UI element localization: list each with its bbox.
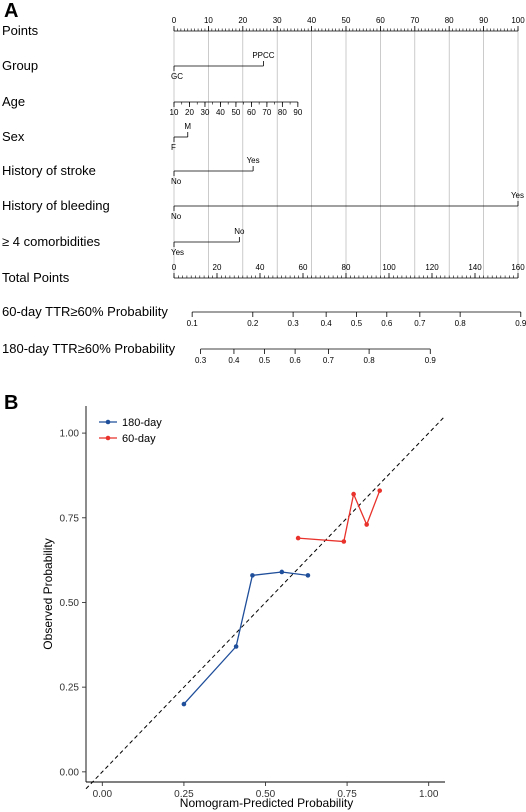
total-points-tick-label: 80 [342, 263, 351, 272]
data-point-180-day [181, 701, 187, 707]
sex-level-label: F [171, 143, 176, 152]
age-tick-label: 50 [231, 108, 240, 117]
y-tick-label: 0.75 [60, 513, 80, 524]
series-line-60-day [298, 490, 381, 543]
total-points-tick-label: 100 [382, 263, 396, 272]
points-tick-label: 20 [238, 16, 247, 25]
data-point-60-day [351, 491, 356, 497]
points-tick-label: 90 [479, 16, 488, 25]
180-day-ttr-60-probability-tick-label: 0.6 [290, 356, 302, 365]
data-point-180-day [305, 573, 311, 578]
y-tick-label: 0.50 [60, 598, 80, 609]
180-day-ttr-60-probability-tick-label: 0.8 [364, 356, 376, 365]
points-tick-label: 60 [376, 16, 385, 25]
points-tick-label: 0 [172, 16, 177, 25]
4-comorbidities-level-label: No [234, 227, 245, 236]
x-tick-label: 0.75 [337, 789, 357, 800]
data-point-60-day [341, 539, 347, 544]
row-label-age: Age [2, 94, 25, 109]
age-tick-label: 80 [278, 108, 287, 117]
180-day-ttr-60-probability-tick-label: 0.4 [228, 356, 240, 365]
age-tick-label: 20 [185, 108, 194, 117]
60-day-ttr-60-probability-tick-label: 0.7 [414, 319, 426, 328]
history-of-stroke-level-label: No [171, 177, 182, 186]
total-points-tick-label: 40 [256, 263, 265, 272]
legend-key-point-180-day [105, 419, 111, 425]
row-label-total-points: Total Points [2, 270, 70, 285]
row-label-points: Points [2, 23, 39, 38]
x-tick-label: 0.50 [256, 789, 276, 800]
points-tick-label: 80 [445, 16, 454, 25]
points-tick-label: 70 [410, 16, 419, 25]
x-tick-label: 0.00 [93, 789, 113, 800]
x-tick-label: 0.25 [174, 789, 194, 800]
row-label-group: Group [2, 58, 38, 73]
calibration-plot: 0.00 0.25 0.50 0.75 1.00 0.00 0.25 0.50 0.75 1.00… [41, 406, 445, 810]
points-tick-label: 50 [342, 16, 351, 25]
points-tick-label: 30 [273, 16, 282, 25]
total-points-tick-label: 160 [511, 263, 525, 272]
60-day-ttr-60-probability-tick-label: 0.2 [247, 319, 259, 328]
180-day-ttr-60-probability-tick-label: 0.3 [195, 356, 207, 365]
points-tick-label: 100 [511, 16, 525, 25]
age-tick-label: 10 [170, 108, 179, 117]
sex-level-label: M [184, 122, 191, 131]
row-label-sex: Sex [2, 129, 25, 144]
60-day-ttr-60-probability-tick-label: 0.3 [288, 319, 300, 328]
total-points-tick-label: 20 [213, 263, 222, 272]
data-point-60-day [295, 535, 301, 541]
data-point-180-day [250, 573, 255, 578]
age-tick-label: 90 [293, 108, 302, 117]
180-day-ttr-60-probability-tick-label: 0.7 [323, 356, 335, 365]
legend-key-point-60-day [105, 435, 111, 441]
total-points-tick-label: 120 [425, 263, 439, 272]
reference-diagonal-line [85, 417, 444, 790]
x-tick-label: 1.00 [419, 789, 439, 800]
points-tick-label: 10 [204, 16, 213, 25]
row-label-history-of-stroke: History of stroke [2, 163, 96, 178]
60-day-ttr-60-probability-tick-label: 0.5 [351, 319, 363, 328]
data-point-180-day [233, 644, 239, 649]
y-tick-label: 0.00 [60, 767, 80, 778]
60-day-ttr-60-probability-tick-label: 0.6 [381, 319, 393, 328]
group-level-label: GC [171, 72, 183, 81]
row-label-180-day-ttr-60-probability: 180-day TTR≥60% Probability [2, 341, 176, 356]
legend-label-180-day: 180-day [122, 417, 162, 429]
total-points-tick-label: 0 [172, 263, 177, 272]
y-tick-label: 0.25 [60, 683, 80, 694]
60-day-ttr-60-probability-tick-label: 0.9 [515, 319, 526, 328]
total-points-tick-label: 60 [299, 263, 308, 272]
data-point-60-day [364, 522, 369, 527]
180-day-ttr-60-probability-tick-label: 0.9 [425, 356, 437, 365]
60-day-ttr-60-probability-tick-label: 0.4 [321, 319, 333, 328]
180-day-ttr-60-probability-tick-label: 0.5 [259, 356, 271, 365]
row-label-4-comorbidities: ≥ 4 comorbidities [2, 234, 101, 249]
series-line-180-day [183, 571, 308, 705]
age-tick-label: 30 [201, 108, 210, 117]
y-axis-title: Observed Probability [41, 538, 55, 649]
row-label-60-day-ttr-60-probability: 60-day TTR≥60% Probability [2, 304, 168, 319]
60-day-ttr-60-probability-tick-label: 0.1 [187, 319, 199, 328]
4-comorbidities-level-label: Yes [171, 248, 184, 257]
age-tick-label: 40 [216, 108, 225, 117]
row-label-history-of-bleeding: History of bleeding [2, 198, 110, 213]
data-point-60-day [377, 488, 383, 493]
history-of-bleeding-level-label: Yes [511, 191, 524, 200]
60-day-ttr-60-probability-tick-label: 0.8 [455, 319, 467, 328]
y-tick-label: 1.00 [60, 429, 80, 440]
group-level-label: PPCC [252, 51, 274, 60]
total-points-tick-label: 140 [468, 263, 482, 272]
history-of-bleeding-level-label: No [171, 212, 182, 221]
points-tick-label: 40 [307, 16, 316, 25]
legend-label-60-day: 60-day [122, 433, 156, 445]
history-of-stroke-level-label: Yes [247, 156, 260, 165]
panel-a-letter: A [4, 0, 18, 22]
age-tick-label: 60 [247, 108, 256, 117]
x-axis-title: Nomogram-Predicted Probability [180, 796, 353, 810]
panel-b-letter: B [4, 392, 18, 414]
data-point-180-day [279, 569, 285, 575]
age-tick-label: 70 [262, 108, 271, 117]
